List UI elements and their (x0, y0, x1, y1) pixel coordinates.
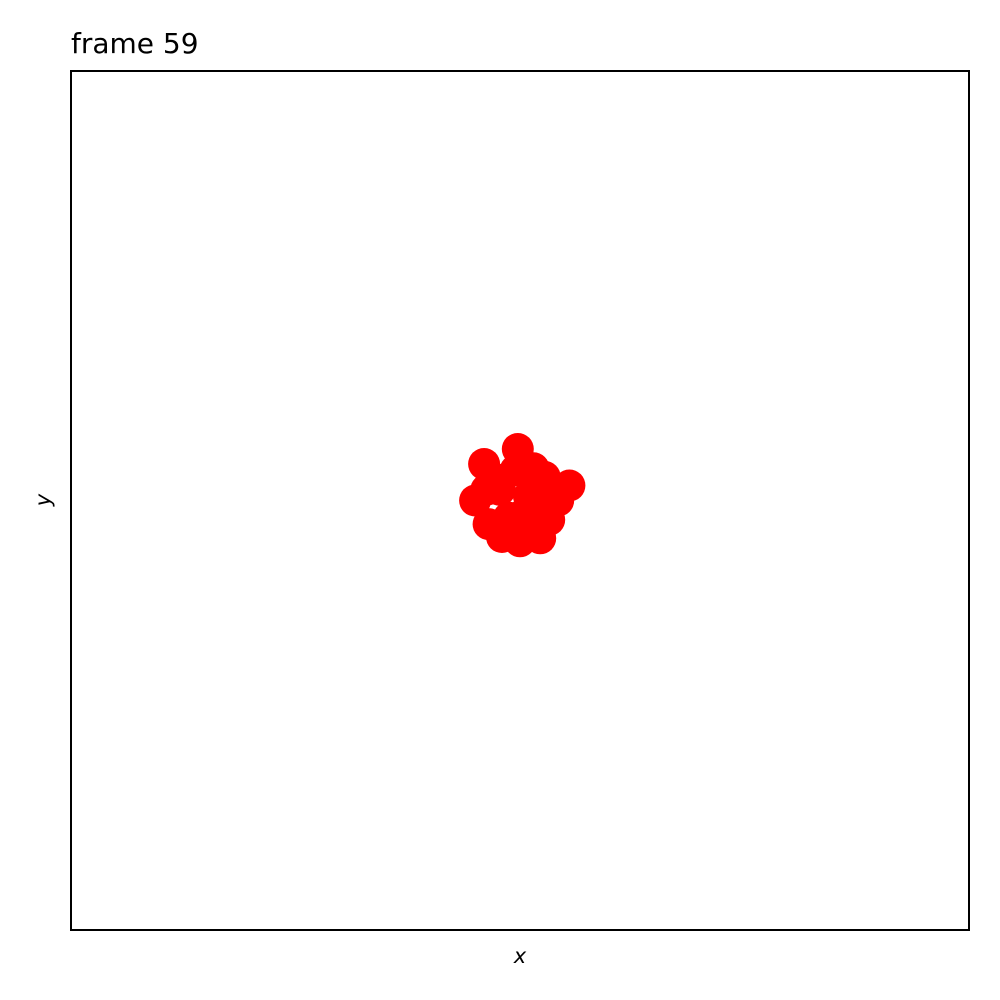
data-point (470, 473, 503, 506)
data-point (517, 452, 550, 485)
data-point (522, 490, 554, 523)
data-point (524, 522, 557, 555)
chart-title: frame 59 (71, 27, 199, 60)
data-point (492, 501, 525, 534)
plot-frame (70, 70, 970, 931)
x-axis-label: x (513, 944, 527, 968)
data-points (459, 433, 586, 558)
y-axis-label: y (31, 493, 55, 507)
